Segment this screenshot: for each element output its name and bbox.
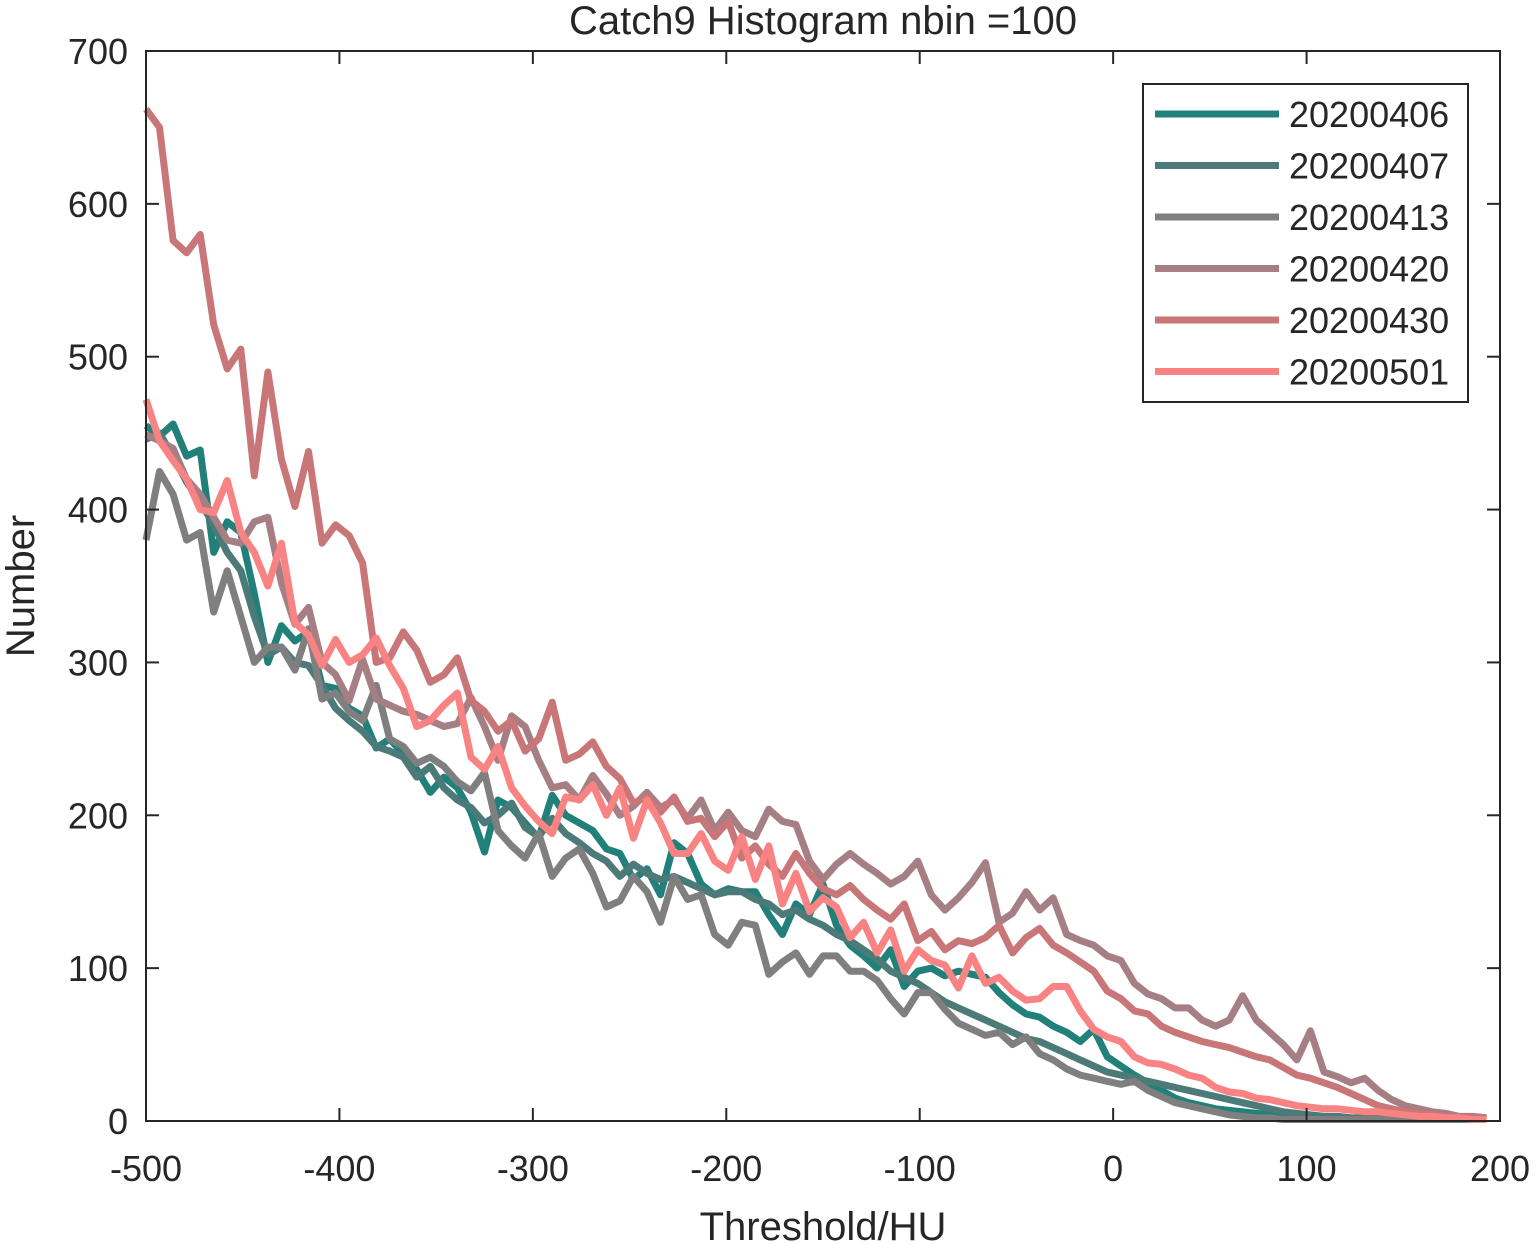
y-tick-label: 0 xyxy=(108,1101,128,1142)
y-tick-label: 400 xyxy=(68,490,128,531)
y-tick-label: 300 xyxy=(68,642,128,683)
x-tick-label: 100 xyxy=(1277,1148,1337,1189)
x-axis: -500 -400 -300 -200 -100 0 100 200 xyxy=(110,51,1530,1189)
x-tick-label: -500 xyxy=(110,1148,182,1189)
legend: 20200406 20200407 20200413 20200420 20200430… xyxy=(1142,83,1469,403)
legend-label: 20200406 xyxy=(1289,94,1449,135)
x-tick-label: -100 xyxy=(884,1148,956,1189)
series-line-20200413 xyxy=(142,467,1487,1123)
legend-label: 20200430 xyxy=(1289,300,1449,341)
x-axis-label: Threshold/HU xyxy=(700,1205,947,1244)
y-tick-label: 100 xyxy=(68,948,128,989)
series-line-20200430 xyxy=(143,107,1487,1123)
legend-label: 20200413 xyxy=(1289,197,1449,238)
y-tick-label: 500 xyxy=(68,337,128,378)
series-line-20200501 xyxy=(142,398,1487,1123)
series-line-20200406 xyxy=(143,420,1487,1123)
x-tick-label: 0 xyxy=(1103,1148,1123,1189)
legend-label: 20200407 xyxy=(1289,146,1449,187)
y-axis: 0 100 200 300 400 500 600 700 xyxy=(68,31,1500,1142)
chart-title: Catch9 Histogram nbin =100 xyxy=(569,0,1077,43)
y-tick-label: 600 xyxy=(68,184,128,225)
x-tick-label: 200 xyxy=(1470,1148,1530,1189)
series-layer xyxy=(142,107,1487,1123)
x-tick-label: -200 xyxy=(690,1148,762,1189)
series-line-20200407 xyxy=(144,429,1487,1123)
x-tick-label: -400 xyxy=(303,1148,375,1189)
legend-box xyxy=(1142,83,1469,403)
legend-label: 20200501 xyxy=(1289,352,1449,393)
series-line-20200420 xyxy=(144,431,1487,1122)
x-tick-label: -300 xyxy=(497,1148,569,1189)
plot-area-frame xyxy=(145,50,1501,1122)
y-tick-label: 200 xyxy=(68,795,128,836)
y-axis-label: Number xyxy=(0,515,43,657)
y-tick-label: 700 xyxy=(68,31,128,72)
legend-label: 20200420 xyxy=(1289,249,1449,290)
